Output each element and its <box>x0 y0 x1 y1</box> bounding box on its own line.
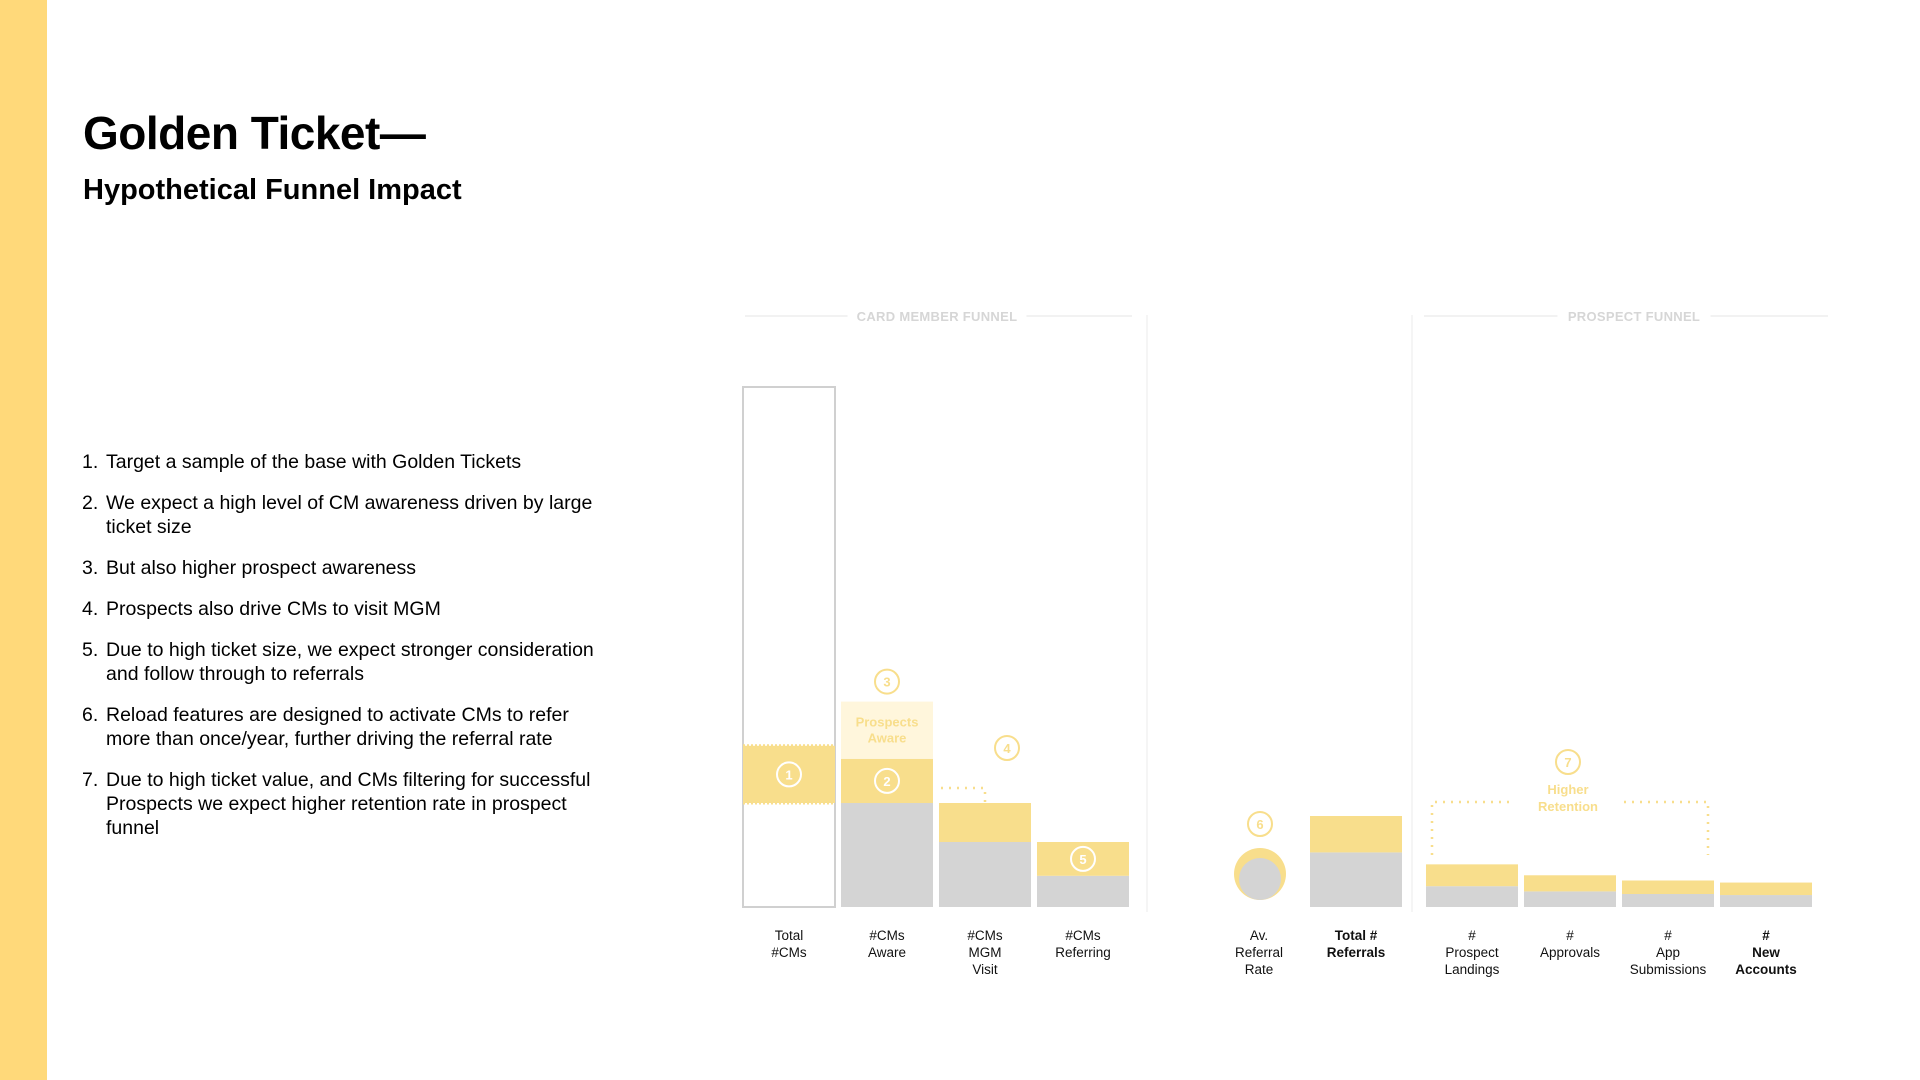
step-marker-ring <box>1070 845 1096 872</box>
list-item: 7. Due to high ticket value, and CMs filt… <box>82 768 602 840</box>
list-item-text: Reload features are designed to activate… <box>106 704 569 750</box>
list-item: 3. But also higher prospect awareness <box>82 556 602 580</box>
accent-bar <box>0 0 47 1080</box>
bar-category-label: # Prospect Landings <box>1445 928 1500 977</box>
bar-category-label: #CMs Aware <box>868 928 906 960</box>
list-item: 2. We expect a high level of CM awareness… <box>82 491 602 539</box>
list-item-number: 5. <box>82 639 99 661</box>
retention-annotation-label: Higher Retention <box>1538 782 1598 814</box>
page-subtitle: Hypothetical Funnel Impact <box>83 174 462 206</box>
bar-golden-segment <box>841 758 933 803</box>
bar-golden-segment <box>1426 864 1518 887</box>
bar-category-label: # Approvals <box>1540 928 1600 960</box>
prospect-segment-label: Prospects Aware <box>856 715 919 746</box>
list-item-text: But also higher prospect awareness <box>106 557 417 579</box>
bar-base-segment <box>841 803 933 907</box>
total-cms-bar-outline <box>742 386 836 908</box>
list-item: 4. Prospects also drive CMs to visit MGM <box>82 597 602 621</box>
step-marker-number: 4 <box>1003 741 1011 756</box>
bar-golden-segment <box>939 803 1031 842</box>
bar-base-segment <box>1037 875 1129 907</box>
list-item: 5. Due to high ticket size, we expect str… <box>82 638 602 686</box>
section-label: PROSPECT FUNNEL <box>1568 309 1700 324</box>
step-marker-number: 7 <box>1564 755 1571 770</box>
step-marker-ring <box>874 668 900 695</box>
bar-golden-segment <box>1622 880 1714 894</box>
connector-dotted-line <box>941 786 987 802</box>
bar-category-label: Total #CMs <box>771 928 807 960</box>
bar-category-label: # App Submissions <box>1630 928 1707 977</box>
step-marker-number: 1 <box>785 767 792 782</box>
bar-prospect-segment <box>841 701 933 759</box>
step-marker-ring <box>1555 749 1581 775</box>
bar-base-segment <box>1310 852 1402 907</box>
step-marker-number: 2 <box>883 774 890 789</box>
bar-base-segment <box>1524 891 1616 907</box>
list-item-text: Due to high ticket size, we expect stron… <box>106 639 594 685</box>
list-item-text: We expect a high level of CM awareness d… <box>106 492 593 538</box>
bar-golden-segment <box>1720 882 1812 896</box>
bar-base-segment <box>1622 894 1714 907</box>
bar-category-label: Av. Referral Rate <box>1235 928 1283 977</box>
list-item-number: 7. <box>82 769 99 791</box>
bar-base-segment <box>1426 886 1518 907</box>
bar-category-label: Total # Referrals <box>1327 928 1386 960</box>
bar-category-label: #CMs Referring <box>1055 928 1111 960</box>
list-item-number: 6. <box>82 704 99 726</box>
step-marker-ring <box>1247 811 1273 837</box>
retention-bracket-left <box>1430 800 1510 855</box>
bar-category-label: # New Accounts <box>1735 928 1797 977</box>
list-item-number: 1. <box>82 451 99 473</box>
list-item: 6. Reload features are designed to activa… <box>82 703 602 751</box>
retention-bracket-right <box>1624 800 1710 855</box>
bar-base-segment <box>1720 895 1812 907</box>
step-marker-ring <box>994 735 1020 761</box>
bar-category-label: #CMs MGM Visit <box>967 928 1003 977</box>
list-item-number: 3. <box>82 557 99 579</box>
step-marker-number: 3 <box>883 675 890 690</box>
bar-golden-segment <box>1310 816 1402 853</box>
bar-base-segment <box>939 842 1031 907</box>
list-item-number: 2. <box>82 492 99 514</box>
step-marker-ring <box>776 761 802 788</box>
hypothesis-list: 1. Target a sample of the base with Golde… <box>82 450 602 857</box>
list-item-text: Due to high ticket value, and CMs filter… <box>106 769 591 839</box>
golden-ticket-sample-band <box>743 745 835 803</box>
bar-golden-segment <box>1524 875 1616 892</box>
list-item-text: Target a sample of the base with Golden … <box>106 451 522 473</box>
list-item-number: 4. <box>82 598 99 620</box>
list-item-text: Prospects also drive CMs to visit MGM <box>106 598 441 620</box>
section-label: CARD MEMBER FUNNEL <box>857 309 1018 324</box>
referral-rate-base-circle <box>1239 858 1281 900</box>
step-marker-number: 5 <box>1079 852 1086 867</box>
page-title: Golden Ticket— <box>83 107 426 159</box>
list-item: 1. Target a sample of the base with Golde… <box>82 450 602 474</box>
step-marker-ring <box>874 767 900 794</box>
step-marker-number: 6 <box>1256 817 1263 832</box>
